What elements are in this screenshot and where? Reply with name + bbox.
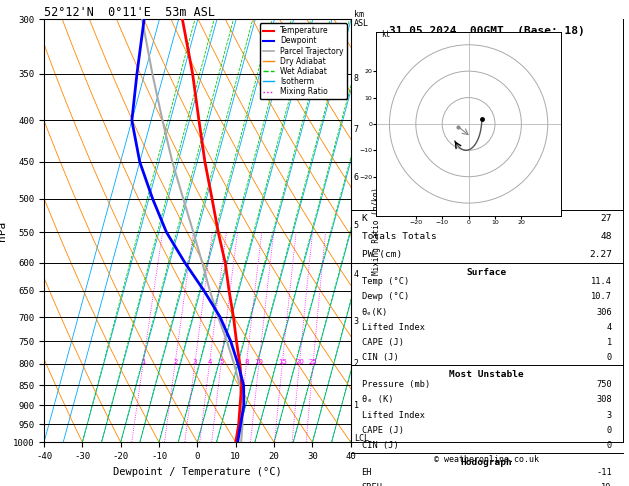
Text: K: K	[362, 214, 367, 223]
Text: Mixing Ratio (g/kg): Mixing Ratio (g/kg)	[372, 187, 381, 275]
Text: Pressure (mb): Pressure (mb)	[362, 380, 430, 389]
Text: CIN (J): CIN (J)	[362, 353, 398, 362]
Text: 25: 25	[309, 359, 318, 364]
Text: CAPE (J): CAPE (J)	[362, 338, 404, 347]
Text: 4: 4	[208, 359, 212, 364]
Text: EH: EH	[362, 468, 372, 477]
Text: 0: 0	[606, 441, 612, 450]
Text: SREH: SREH	[362, 484, 382, 486]
Text: 3: 3	[353, 317, 359, 327]
Text: 2.27: 2.27	[589, 250, 612, 259]
Text: 11.4: 11.4	[591, 277, 612, 286]
Text: 15: 15	[278, 359, 287, 364]
Text: Hodograph: Hodograph	[461, 458, 513, 467]
Legend: Temperature, Dewpoint, Parcel Trajectory, Dry Adiabat, Wet Adiabat, Isotherm, Mi: Temperature, Dewpoint, Parcel Trajectory…	[260, 23, 347, 99]
Text: Temp (°C): Temp (°C)	[362, 277, 409, 286]
Text: 10: 10	[255, 359, 264, 364]
Text: 10: 10	[601, 484, 612, 486]
Text: θₑ (K): θₑ (K)	[362, 396, 393, 404]
Text: CIN (J): CIN (J)	[362, 441, 398, 450]
Text: 7: 7	[353, 124, 359, 134]
Text: θₑ(K): θₑ(K)	[362, 308, 388, 316]
Text: kt: kt	[382, 30, 391, 39]
Text: 3: 3	[606, 411, 612, 420]
Text: -11: -11	[596, 468, 612, 477]
Text: 20: 20	[295, 359, 304, 364]
Text: 1: 1	[353, 401, 359, 410]
Text: CAPE (J): CAPE (J)	[362, 426, 404, 435]
Text: 1: 1	[606, 338, 612, 347]
Text: Surface: Surface	[467, 268, 507, 277]
Text: Totals Totals: Totals Totals	[362, 232, 437, 241]
Text: 10.7: 10.7	[591, 292, 612, 301]
Text: 3: 3	[193, 359, 198, 364]
Text: © weatheronline.co.uk: © weatheronline.co.uk	[434, 455, 539, 464]
Text: 31.05.2024  00GMT  (Base: 18): 31.05.2024 00GMT (Base: 18)	[389, 26, 584, 36]
Text: 5: 5	[353, 221, 359, 230]
Text: 308: 308	[596, 396, 612, 404]
Text: km: km	[353, 10, 364, 19]
Text: 48: 48	[600, 232, 612, 241]
Text: 0: 0	[606, 426, 612, 435]
Text: 2: 2	[353, 359, 359, 368]
Text: 8: 8	[353, 74, 359, 83]
Text: 0: 0	[606, 353, 612, 362]
Text: Most Unstable: Most Unstable	[449, 370, 524, 379]
Text: 52°12'N  0°11'E  53m ASL: 52°12'N 0°11'E 53m ASL	[44, 6, 215, 19]
Text: 5: 5	[219, 359, 223, 364]
Text: 1: 1	[141, 359, 145, 364]
Text: 27: 27	[600, 214, 612, 223]
Text: 306: 306	[596, 308, 612, 316]
X-axis label: Dewpoint / Temperature (°C): Dewpoint / Temperature (°C)	[113, 467, 282, 477]
Text: PW (cm): PW (cm)	[362, 250, 402, 259]
Text: LCL: LCL	[353, 434, 369, 443]
Text: 8: 8	[245, 359, 249, 364]
Text: 750: 750	[596, 380, 612, 389]
Text: Dewp (°C): Dewp (°C)	[362, 292, 409, 301]
Text: 2: 2	[173, 359, 177, 364]
Y-axis label: hPa: hPa	[0, 221, 8, 241]
Text: 4: 4	[606, 323, 612, 332]
Text: ASL: ASL	[353, 19, 369, 29]
Text: 4: 4	[353, 270, 359, 279]
Text: Lifted Index: Lifted Index	[362, 411, 425, 420]
Text: Lifted Index: Lifted Index	[362, 323, 425, 332]
Text: 6: 6	[353, 173, 359, 182]
